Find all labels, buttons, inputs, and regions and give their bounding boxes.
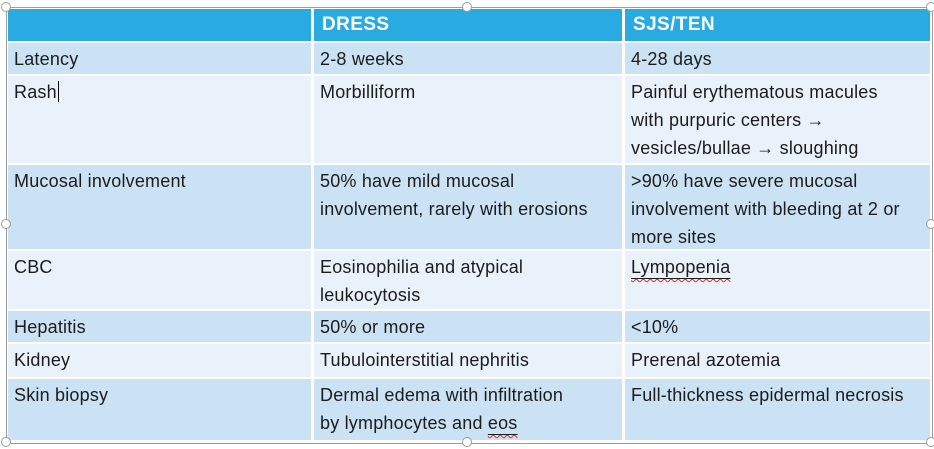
header-cell-row-label[interactable] [8,9,311,41]
cell-cbc-dress[interactable]: Eosinophilia and atypical leukocytosis [314,251,622,309]
cell-mucosal-dress[interactable]: 50% have mild mucosal involvement, rarel… [314,165,622,249]
text-cursor [57,81,60,102]
resize-handle-bottom-right[interactable] [926,437,934,447]
cell-rash-dress[interactable]: Morbilliform [314,76,622,163]
cell-cbc-sjsten[interactable]: Lympopenia [625,251,930,309]
cell-skinbiopsy-dress-text: Dermal edema with infiltration by lympho… [320,385,564,433]
cell-rash-label[interactable]: Rash [8,76,311,163]
cell-skinbiopsy-sjsten[interactable]: Full-thickness epidermal necrosis [625,379,930,440]
underlined-word: eos [487,413,518,433]
cell-kidney-sjsten[interactable]: Prerenal azotemia [625,344,930,377]
underlined-word: Lympopenia [631,257,731,277]
cell-kidney-label[interactable]: Kidney [8,344,311,377]
cell-latency-sjsten[interactable]: 4-28 days [625,43,930,74]
cell-skinbiopsy-label[interactable]: Skin biopsy [8,379,311,440]
cell-hepatitis-dress[interactable]: 50% or more [314,311,622,342]
cell-cbc-label[interactable]: CBC [8,251,311,309]
cell-latency-dress[interactable]: 2-8 weeks [314,43,622,74]
table-selection-outline[interactable] [6,7,933,444]
cell-mucosal-label[interactable]: Mucosal involvement [8,165,311,249]
cell-rash-sjsten[interactable]: Painful erythematous macules with purpur… [625,76,930,163]
resize-handle-top-left[interactable] [1,2,11,12]
cell-kidney-dress[interactable]: Tubulointerstitial nephritis [314,344,622,377]
cell-mucosal-sjsten[interactable]: >90% have severe mucosal involvement wit… [625,165,930,249]
spellcheck-squiggle: Lympopenia [631,257,730,277]
resize-handle-bottom-left[interactable] [1,437,11,447]
cell-skinbiopsy-dress[interactable]: Dermal edema with infiltration by lympho… [314,379,622,440]
resize-handle-middle-left[interactable] [1,219,11,229]
header-cell-sjsten[interactable]: SJS/TEN [625,9,930,41]
cell-rash-label-text: Rash [14,82,57,102]
cell-hepatitis-sjsten[interactable]: <10% [625,311,930,342]
resize-handle-top-right[interactable] [926,2,934,12]
spellcheck-squiggle: eos [488,413,518,433]
cell-latency-label[interactable]: Latency [8,43,311,74]
resize-handle-middle-right[interactable] [926,219,934,229]
comparison-table[interactable]: DRESS SJS/TEN Latency 2-8 weeks 4-28 day… [8,9,930,440]
resize-handle-bottom-center[interactable] [462,437,472,447]
resize-handle-top-center[interactable] [462,2,472,12]
header-cell-dress[interactable]: DRESS [314,9,622,41]
cell-hepatitis-label[interactable]: Hepatitis [8,311,311,342]
